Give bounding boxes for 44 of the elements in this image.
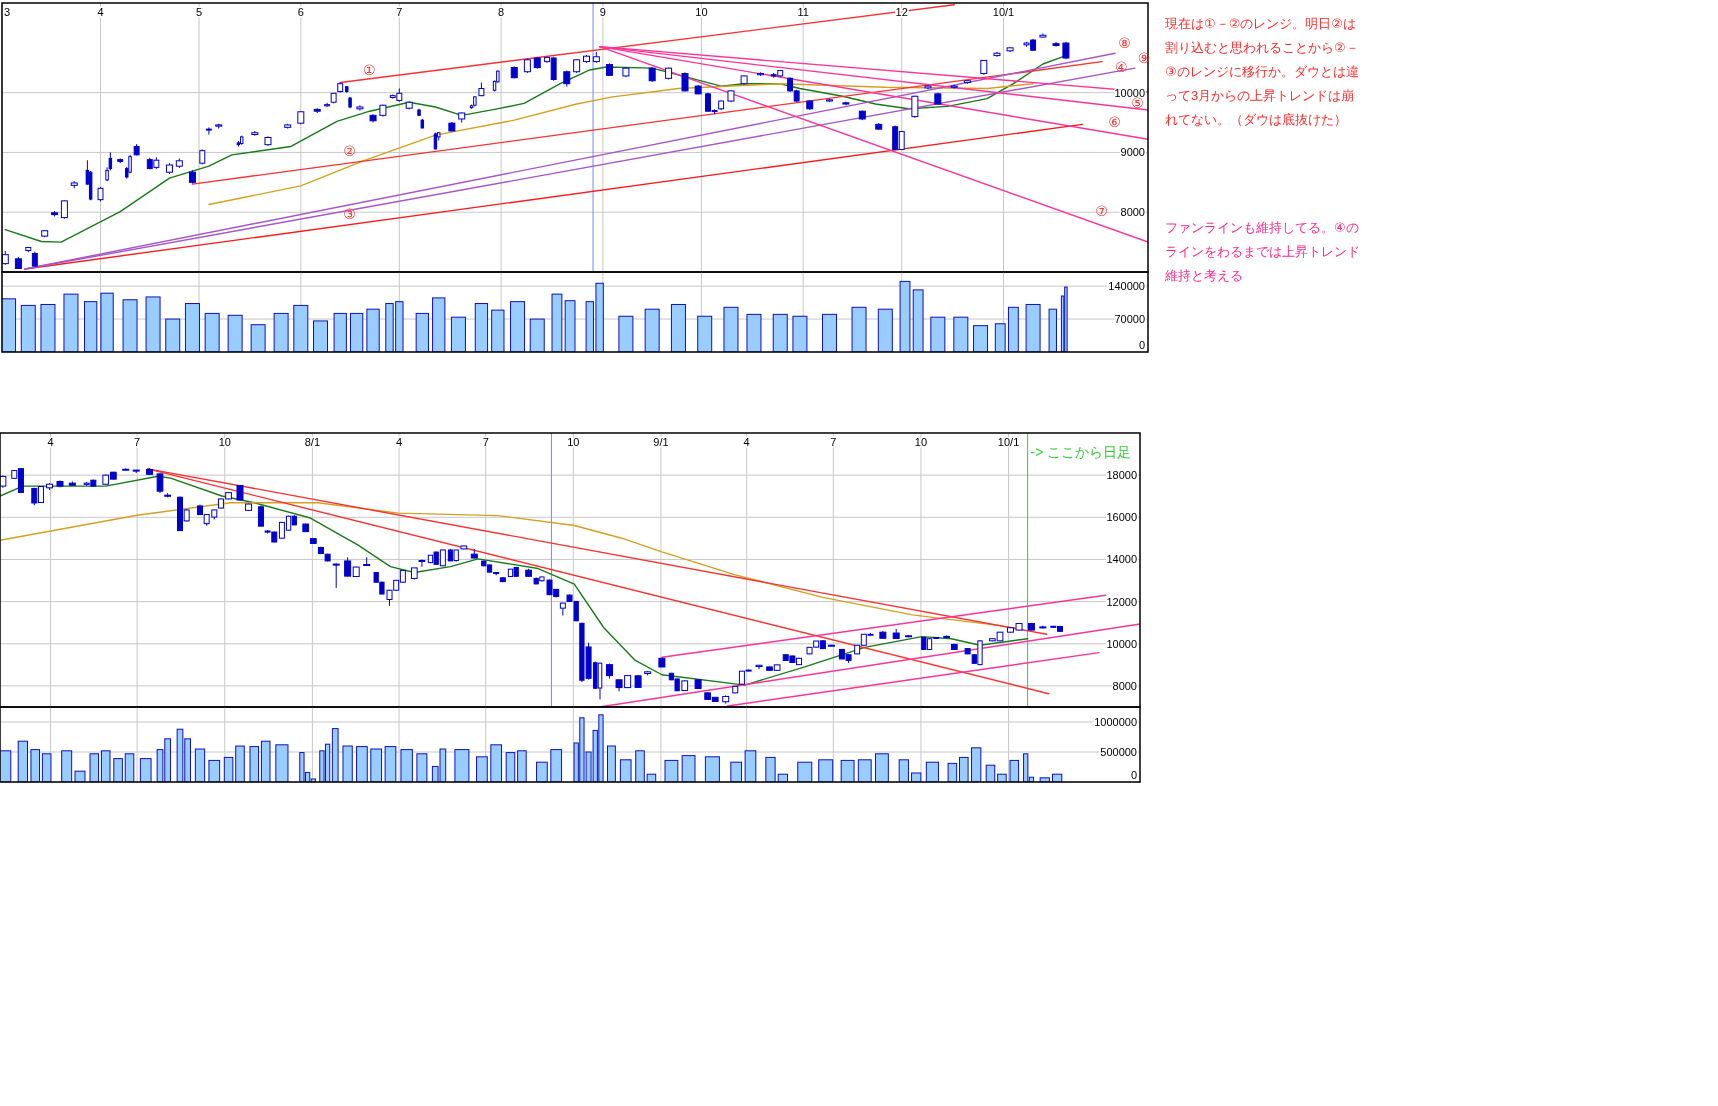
x-tick-label: 6 (297, 6, 304, 18)
y-tick-label: 0 (1138, 339, 1145, 351)
text: ファンラインも維持してる。④のラインをわるまでは上昇トレンド維持と考える (1165, 219, 1361, 285)
x-tick-label: 4 (743, 436, 750, 448)
y-tick-label: 1000000 (1094, 716, 1137, 728)
y-tick-label: 0 (1130, 769, 1137, 781)
x-tick-label: 4 (395, 436, 403, 448)
x-tick-label: 10 (567, 436, 580, 448)
y-tick-label: 16000 (1106, 511, 1137, 524)
annotation: ① (362, 61, 376, 78)
x-tick-label: 10/1 (997, 436, 1020, 448)
x-tick-label: 9 (599, 6, 606, 18)
x-tick-label: 4 (47, 436, 54, 448)
x-tick-label: 5 (195, 6, 203, 18)
x-tick-label: 7 (134, 436, 141, 448)
y-tick-label: 70000 (1114, 313, 1145, 326)
x-tick-label: 8/1 (304, 436, 321, 448)
y-tick-label: 8000 (1112, 679, 1137, 692)
x-tick-label: 10 (218, 436, 231, 448)
x-tick-label: 10 (695, 6, 708, 18)
annotation: ⑦ (1095, 203, 1108, 220)
x-tick-label: 10/1 (992, 6, 1015, 18)
y-tick-label: 18000 (1106, 469, 1137, 482)
y-tick-label: 500000 (1100, 746, 1137, 758)
text: 現在は①－②のレンジ。明日②は割り込むと思われることから②－③のレンジに移行か。ダウとは違って3月からの上昇トレンドは崩れてない。（ダウは底抜けた） (1165, 15, 1360, 129)
annotation: ⑧ (1118, 35, 1131, 52)
ref-line-label: -> ここから日足 (1030, 444, 1132, 460)
y-tick-label: 140000 (1108, 280, 1145, 293)
x-tick-label: 8 (498, 6, 505, 18)
x-tick-label: 7 (830, 436, 837, 448)
x-tick-label: 7 (482, 436, 489, 448)
x-tick-label: 7 (396, 6, 403, 18)
annotation: ⑥ (1108, 113, 1121, 130)
y-tick-label: 12000 (1106, 595, 1137, 608)
y-tick-label: 14000 (1106, 553, 1137, 566)
y-tick-label: 10000 (1106, 637, 1137, 650)
x-tick-label: 3 (4, 6, 11, 18)
x-tick-label: 11 (797, 6, 809, 18)
annotation: ② (343, 142, 356, 159)
y-tick-label: 8000 (1120, 206, 1145, 219)
x-tick-label: 4 (97, 6, 104, 18)
x-tick-label: 9/1 (653, 436, 669, 448)
x-tick-label: 10 (914, 436, 928, 448)
y-tick-label: 9000 (1120, 146, 1145, 159)
